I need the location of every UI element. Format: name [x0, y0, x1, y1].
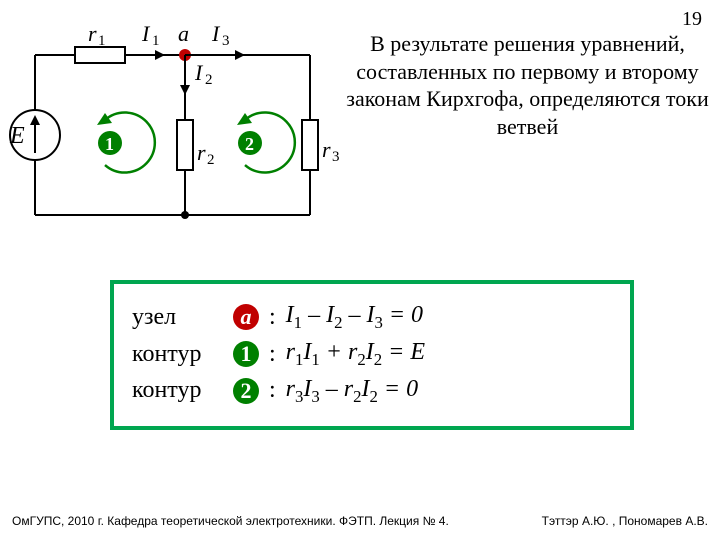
svg-text:a: a	[178, 21, 189, 46]
eq1-math: I1 – I2 – I3 = 0	[286, 302, 423, 333]
node-a-badge: a	[233, 304, 259, 330]
eq1-label: узел	[132, 304, 227, 331]
description-text: В результате решения уравнений, составле…	[345, 30, 710, 140]
loop-2-badge: 2	[233, 378, 259, 404]
svg-text:r: r	[197, 140, 206, 165]
svg-text:3: 3	[222, 33, 230, 49]
loop-1-badge: 1	[233, 341, 259, 367]
footer-left: ОмГУПС, 2010 г. Кафедра теоретической эл…	[12, 514, 449, 528]
svg-text:1: 1	[98, 33, 106, 49]
equation-loop-1: контур 1 : r1I1 + r2I2 = E	[132, 339, 612, 370]
svg-text:1: 1	[152, 33, 160, 49]
circuit-diagram: E r 1 I 1 a I 3 r 3 I 2 r 2 1 2	[10, 25, 340, 235]
svg-text:E: E	[9, 123, 25, 149]
svg-text:2: 2	[245, 134, 254, 154]
eq3-math: r3I3 – r2I2 = 0	[286, 376, 418, 407]
eq2-math: r1I1 + r2I2 = E	[286, 339, 425, 370]
svg-text:r: r	[88, 21, 97, 46]
colon: :	[269, 304, 276, 331]
svg-text:1: 1	[105, 134, 114, 154]
svg-text:r: r	[322, 137, 331, 162]
eq3-label: контур	[132, 377, 227, 404]
page-number: 19	[682, 8, 702, 31]
footer: ОмГУПС, 2010 г. Кафедра теоретической эл…	[12, 514, 708, 528]
colon: :	[269, 377, 276, 404]
eq2-label: контур	[132, 341, 227, 368]
equation-loop-2: контур 2 : r3I3 – r2I2 = 0	[132, 376, 612, 407]
equation-node-a: узел a : I1 – I2 – I3 = 0	[132, 302, 612, 333]
svg-text:3: 3	[332, 149, 340, 165]
equations-box: узел a : I1 – I2 – I3 = 0 контур 1 : r1I…	[110, 280, 634, 430]
svg-text:I: I	[194, 60, 204, 85]
svg-text:I: I	[211, 21, 221, 46]
svg-text:2: 2	[205, 72, 213, 88]
svg-text:I: I	[141, 21, 151, 46]
footer-right: Тэттэр А.Ю. , Пономарев А.В.	[542, 514, 708, 528]
svg-text:2: 2	[207, 152, 215, 168]
colon: :	[269, 341, 276, 368]
